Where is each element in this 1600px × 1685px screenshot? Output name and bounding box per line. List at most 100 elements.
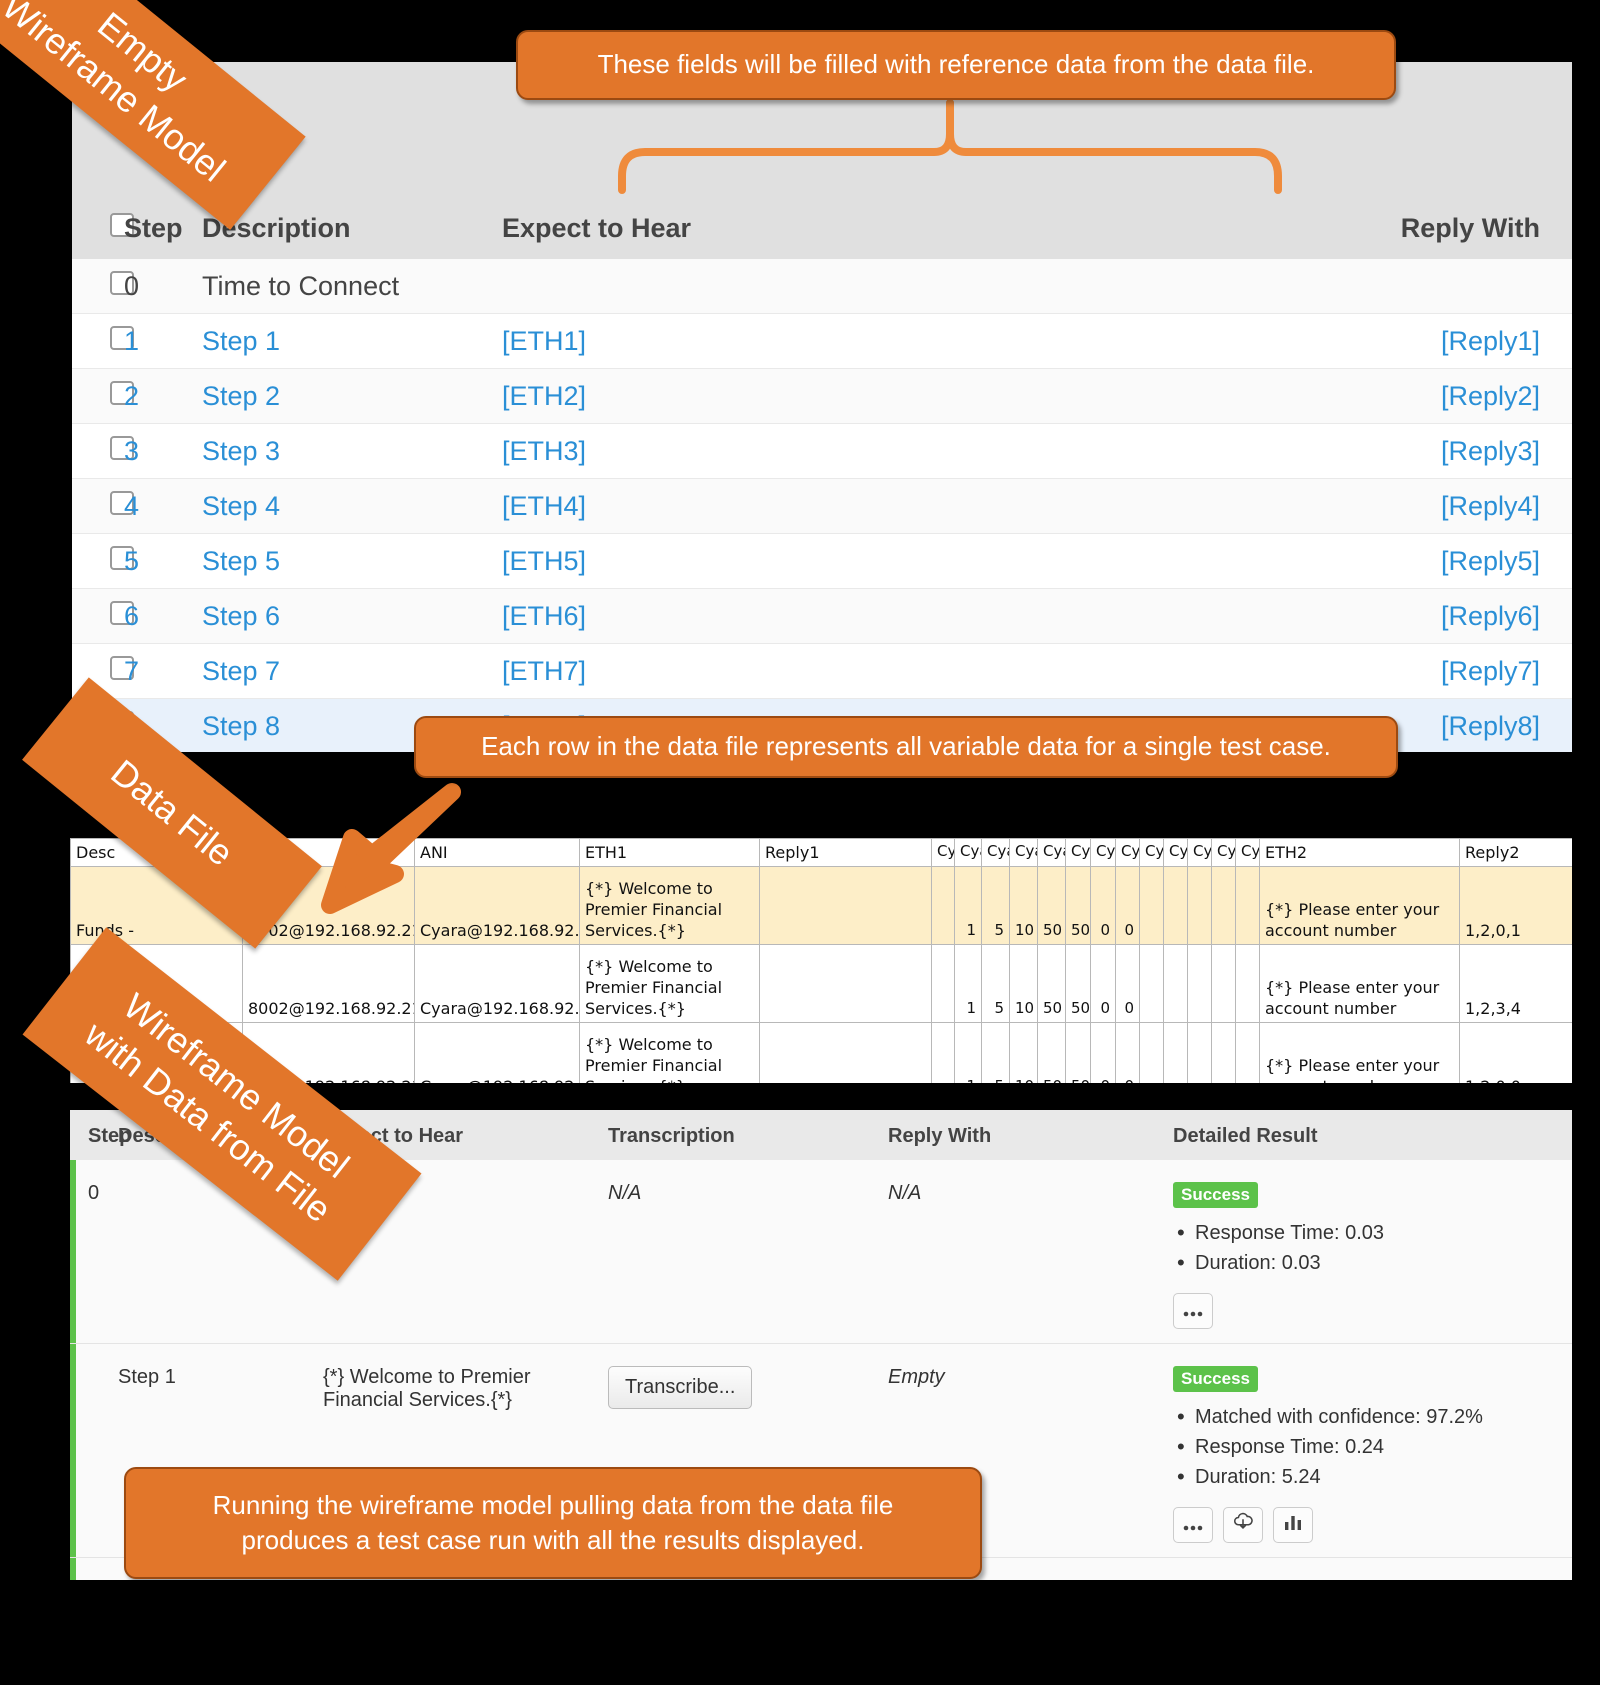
download-icon-button[interactable]: [1223, 1507, 1263, 1544]
cell-cyara-num[interactable]: [1235, 1022, 1260, 1083]
select-all-checkbox-cell[interactable]: [72, 212, 134, 244]
chart-icon-button[interactable]: [1273, 1507, 1313, 1544]
sheet-row[interactable]: Bronze customer - pay bills - allstate80…: [70, 1022, 1572, 1083]
cell-cyara-num[interactable]: 1: [954, 1022, 982, 1083]
cell-ani[interactable]: Cyara@192.168.92.13: [414, 1022, 580, 1083]
row-checkbox-cell[interactable]: [72, 655, 134, 687]
row-checkbox-cell[interactable]: [72, 325, 134, 357]
sheet-column-header[interactable]: Cya: [1009, 838, 1038, 868]
cell-cyara-num[interactable]: 0: [1115, 944, 1140, 1024]
sheet-column-header[interactable]: Cy: [931, 838, 955, 868]
cell-cyara-num[interactable]: 50: [1037, 1022, 1066, 1083]
cell-description[interactable]: Step 3: [202, 435, 281, 466]
cell-cyara-num[interactable]: [931, 944, 955, 1024]
sheet-column-header[interactable]: Reply2: [1459, 838, 1572, 868]
cell-reply1[interactable]: [759, 866, 932, 946]
sheet-column-header[interactable]: Cya: [1139, 838, 1164, 868]
cell-description[interactable]: Step 1: [118, 1366, 176, 1389]
cell-expect-to-hear[interactable]: [ETH5]: [502, 545, 587, 576]
checkbox-icon[interactable]: [110, 435, 134, 460]
cell-eth1[interactable]: {*} Welcome to Premier Financial Service…: [579, 866, 760, 946]
cell-cyara-num[interactable]: [1211, 866, 1236, 946]
cell-reply2[interactable]: 1,2,0,0: [1459, 1022, 1572, 1083]
cell-expect-to-hear[interactable]: [ETH7]: [502, 655, 587, 686]
cell-cyara-num[interactable]: 0: [1090, 866, 1116, 946]
cell-cyara-num[interactable]: 50: [1065, 1022, 1091, 1083]
cell-cyara-num[interactable]: [1163, 866, 1188, 946]
cell-cyara-num[interactable]: 50: [1065, 944, 1091, 1024]
cell-expect-to-hear[interactable]: [ETH4]: [502, 490, 587, 521]
cell-cyara-num[interactable]: [1235, 866, 1260, 946]
cell-expect-to-hear[interactable]: [ETH2]: [502, 380, 587, 411]
cell-cyara-num[interactable]: 0: [1115, 866, 1140, 946]
cell-reply-with[interactable]: [Reply5]: [1440, 545, 1540, 576]
cell-cyara-num[interactable]: 1: [954, 866, 982, 946]
sheet-row[interactable]: stomer - unt balance - avings8002@192.16…: [70, 944, 1572, 1024]
row-checkbox-cell[interactable]: [72, 545, 134, 577]
cell-cyara-num[interactable]: 0: [1090, 1022, 1116, 1083]
cell-cyara-num[interactable]: [1187, 1022, 1212, 1083]
cell-cyara-num[interactable]: [1211, 944, 1236, 1024]
table-row[interactable]: 1 Step 1 [ETH1] [Reply1]: [72, 314, 1572, 369]
cell-expect-to-hear[interactable]: [ETH6]: [502, 600, 587, 631]
cell-eth1[interactable]: {*} Welcome to Premier Financial Service…: [579, 944, 760, 1024]
cell-cyara-num[interactable]: 5: [981, 1022, 1010, 1083]
sheet-column-header[interactable]: Cya: [1187, 838, 1212, 868]
cell-expect-to-hear[interactable]: [ETH1]: [502, 325, 587, 356]
cell-cyara-num[interactable]: [1211, 1022, 1236, 1083]
column-header-expect-to-hear[interactable]: Expect to Hear: [502, 212, 692, 243]
cell-cyara-num[interactable]: 1: [954, 944, 982, 1024]
cell-cyara-num[interactable]: [1139, 1022, 1164, 1083]
cell-description[interactable]: Step 7: [202, 655, 281, 686]
sheet-column-header[interactable]: Cya: [1065, 838, 1091, 868]
cell-reply-with[interactable]: [Reply8]: [1440, 710, 1540, 741]
cell-reply1[interactable]: [759, 1022, 932, 1083]
cell-description[interactable]: Step 6: [202, 600, 281, 631]
cell-reply-with[interactable]: [Reply7]: [1440, 655, 1540, 686]
cell-cyara-num[interactable]: 50: [1065, 866, 1091, 946]
cell-description[interactable]: Step 1: [202, 325, 281, 356]
row-checkbox-cell[interactable]: [72, 270, 134, 302]
cell-cyara-num[interactable]: 0: [1115, 1022, 1140, 1083]
cell-cyara-num[interactable]: 10: [1009, 866, 1038, 946]
cell-expect-to-hear[interactable]: [ETH3]: [502, 435, 587, 466]
more-icon-button[interactable]: [1173, 1507, 1213, 1544]
sheet-column-header[interactable]: Cya: [1090, 838, 1116, 868]
checkbox-icon[interactable]: [110, 325, 134, 350]
cell-description[interactable]: Step 2: [202, 380, 281, 411]
cell-cyara-num[interactable]: 0: [1090, 944, 1116, 1024]
cell-ani[interactable]: Cyara@192.168.92.13: [414, 944, 580, 1024]
cell-eth2[interactable]: {*} Please enter your account number: [1259, 866, 1460, 946]
cell-cyara-num[interactable]: [1139, 866, 1164, 946]
cell-reply2[interactable]: 1,2,0,1: [1459, 866, 1572, 946]
cell-reply-with[interactable]: [Reply6]: [1440, 600, 1540, 631]
cell-eth1[interactable]: {*} Welcome to Premier Financial Service…: [579, 1022, 760, 1083]
sheet-column-header[interactable]: Cya: [1163, 838, 1188, 868]
cell-transcription[interactable]: Transcribe...: [608, 1344, 888, 1557]
sheet-column-header[interactable]: ETH1: [579, 838, 760, 868]
cell-reply-with[interactable]: [Reply2]: [1440, 380, 1540, 411]
cell-description[interactable]: Time to Connect: [202, 270, 400, 301]
sheet-column-header[interactable]: ETH2: [1259, 838, 1460, 868]
sheet-column-header[interactable]: Cya: [1037, 838, 1066, 868]
result-column-reply[interactable]: Reply With: [888, 1124, 992, 1147]
checkbox-icon[interactable]: [110, 270, 134, 295]
checkbox-icon[interactable]: [110, 212, 134, 237]
sheet-column-header[interactable]: Reply1: [759, 838, 932, 868]
sheet-column-header[interactable]: Cya: [1115, 838, 1140, 868]
cell-reply2[interactable]: 1,2,3,4: [1459, 944, 1572, 1024]
cell-cyara-num[interactable]: [1163, 944, 1188, 1024]
cell-tel[interactable]: 8002@192.168.92.21:5060: [242, 944, 415, 1024]
row-checkbox-cell[interactable]: [72, 490, 134, 522]
cell-ani[interactable]: Cyara@192.168.92.13: [414, 866, 580, 946]
sheet-column-header[interactable]: Cya: [954, 838, 982, 868]
cell-cyara-num[interactable]: [1163, 1022, 1188, 1083]
column-header-reply-with[interactable]: Reply With: [1400, 212, 1540, 243]
cell-cyara-num[interactable]: [1139, 944, 1164, 1024]
cell-cyara-num[interactable]: [1187, 866, 1212, 946]
table-row[interactable]: 6 Step 6 [ETH6] [Reply6]: [72, 589, 1572, 644]
sheet-row[interactable]: Funds -8002@192.168.92.21:5060Cyara@192.…: [70, 866, 1572, 946]
cell-eth2[interactable]: {*} Please enter your account number: [1259, 944, 1460, 1024]
cell-description[interactable]: Step 8: [202, 710, 281, 741]
sheet-column-header[interactable]: Cya: [1235, 838, 1260, 868]
